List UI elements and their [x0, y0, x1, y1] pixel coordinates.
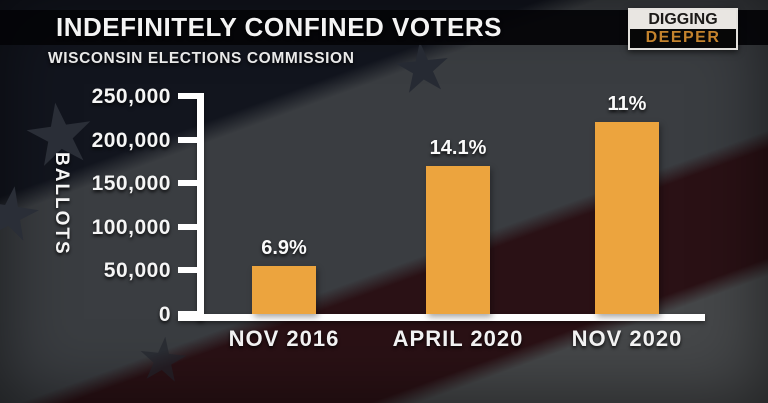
x-tick-label: NOV 2020 [571, 326, 683, 351]
y-tick-mark [178, 93, 204, 99]
y-tick-mark [178, 223, 204, 230]
y-axis-line [197, 93, 204, 321]
y-tick-label: 200,000 [91, 128, 171, 152]
bar-april-2020 [426, 165, 490, 314]
logo-line1: DIGGING [630, 10, 736, 29]
y-tick-label: 100,000 [91, 215, 171, 239]
bar-nov-2020 [595, 122, 659, 314]
digging-deeper-logo: DIGGING DEEPER [628, 8, 738, 50]
bar-nov-2016 [252, 266, 316, 314]
x-axis-line [178, 314, 705, 321]
y-tick-label: 50,000 [103, 259, 171, 283]
y-axis-title: BALLOTS [51, 152, 72, 256]
x-tick-label: APRIL 2020 [392, 326, 524, 351]
flag-star-icon: ★ [132, 323, 194, 396]
source-subtitle: WISCONSIN ELECTIONS COMMISSION [48, 50, 355, 67]
y-tick-label: 0 [158, 303, 171, 326]
bar-value-label: 14.1% [429, 136, 487, 159]
logo-line2: DEEPER [630, 29, 736, 48]
bar-value-label: 6.9% [261, 237, 307, 260]
x-tick-label: NOV 2016 [228, 326, 340, 351]
y-tick-mark [178, 311, 204, 317]
y-tick-mark [178, 136, 204, 143]
y-tick-label: 150,000 [91, 172, 171, 196]
y-tick-label: 250,000 [91, 85, 171, 108]
page-title: INDEFINITELY CONFINED VOTERS [56, 12, 502, 42]
bar-value-label: 11% [607, 93, 647, 116]
y-tick-mark [178, 180, 204, 187]
y-tick-mark [178, 267, 204, 274]
